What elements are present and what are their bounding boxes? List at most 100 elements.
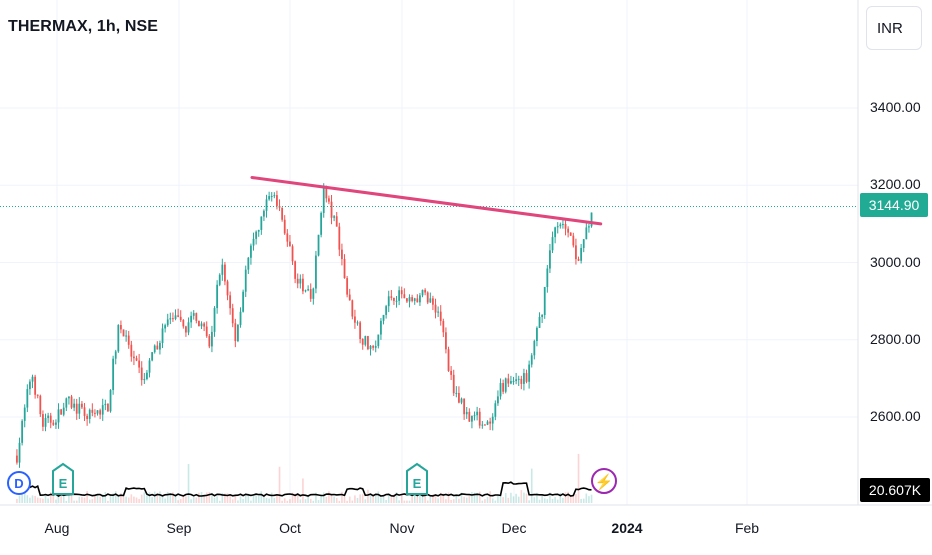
volume-bar <box>117 494 120 503</box>
trendline[interactable] <box>250 176 603 226</box>
volume-bar <box>491 498 494 503</box>
volume-bar <box>556 499 559 503</box>
volume-bar <box>216 496 218 503</box>
volume-bar <box>140 494 143 503</box>
candle-body <box>413 298 416 301</box>
candle-body <box>309 289 312 299</box>
candle-body <box>250 245 252 258</box>
candle-body <box>395 300 398 302</box>
currency-button[interactable]: INR <box>866 6 922 50</box>
candle-body <box>554 227 557 238</box>
candle-body <box>515 379 518 382</box>
candle-body <box>192 313 195 316</box>
candle-body <box>62 407 65 415</box>
candle-body <box>536 327 538 342</box>
candle-body <box>468 411 471 422</box>
dividend-marker[interactable]: D <box>7 471 31 495</box>
candle-body <box>96 410 99 414</box>
volume-bar <box>127 497 130 503</box>
volume-bar <box>86 491 88 503</box>
volume-bar <box>307 496 309 503</box>
candle-body <box>281 207 284 220</box>
candle-body <box>333 216 336 218</box>
currency-label: INR <box>877 20 903 37</box>
volume-bar <box>442 493 445 503</box>
lightning-icon: ⚡ <box>595 473 614 491</box>
candle-body <box>315 255 317 289</box>
candle-body <box>471 415 473 422</box>
candle-body <box>588 226 590 228</box>
candle-body <box>26 389 29 408</box>
volume-bar <box>395 492 398 503</box>
candle-body <box>159 342 161 350</box>
candle-body <box>429 298 432 303</box>
time-axis[interactable]: Aug Sep Oct Nov Dec 2024 Feb <box>45 520 760 536</box>
candle-body <box>263 210 265 217</box>
candle-body <box>494 403 497 417</box>
volume-bar <box>94 495 96 503</box>
x-tick-label: Nov <box>390 520 415 536</box>
volume-bar <box>580 498 582 503</box>
volume-bar <box>34 495 36 503</box>
candle-body <box>52 422 55 425</box>
volume-bar <box>343 496 346 503</box>
volume-bar <box>499 496 502 503</box>
volume-bar <box>590 494 593 503</box>
volume-bar <box>166 491 169 503</box>
volume-bar <box>96 495 99 503</box>
candle-body <box>499 383 502 397</box>
candle-body <box>78 403 81 414</box>
volume-bar <box>133 496 135 503</box>
candle-body <box>497 396 499 404</box>
earnings-marker[interactable]: E <box>406 462 428 495</box>
volume-bar <box>515 493 517 503</box>
candle-body <box>546 268 549 288</box>
volume-bar <box>385 499 387 503</box>
candle-body <box>117 325 120 352</box>
volume-bar <box>88 499 91 503</box>
earnings-marker-letter: E <box>59 476 68 491</box>
x-tick-label: Dec <box>502 520 527 536</box>
candle-body <box>156 345 159 350</box>
volume-bar <box>78 496 81 503</box>
candle-body <box>146 372 148 380</box>
volume-bar <box>403 500 406 503</box>
symbol-title[interactable]: THERMAX, 1h, NSE <box>8 18 159 35</box>
candle-body <box>39 395 42 415</box>
candle-body <box>169 318 172 320</box>
candle-body <box>224 264 226 282</box>
volume-bar <box>484 499 486 503</box>
candle-body <box>216 284 219 309</box>
candle-body <box>445 332 447 350</box>
candle-body <box>372 345 375 348</box>
volume-bar <box>406 500 408 503</box>
candle-body <box>322 188 325 213</box>
volume-bar <box>421 495 424 503</box>
candle-body <box>382 314 385 321</box>
volume-bar <box>413 491 416 503</box>
candle-body <box>195 313 198 321</box>
candle-body <box>213 308 216 332</box>
candle-body <box>486 421 489 425</box>
candle-body <box>426 292 429 303</box>
event-markers[interactable]: D E E ⚡ <box>7 462 617 495</box>
candle-body <box>491 416 494 424</box>
volume-bar <box>502 497 504 503</box>
candle-body <box>91 409 94 413</box>
volume-bar <box>130 494 133 503</box>
candle-body <box>520 378 523 384</box>
volume-bar <box>588 496 590 503</box>
lightning-marker[interactable]: ⚡ <box>591 468 617 494</box>
earnings-marker[interactable]: E <box>52 462 74 495</box>
volume-bar <box>109 494 112 503</box>
candle-body <box>83 407 86 416</box>
candle-body <box>543 287 546 315</box>
volume-bar <box>192 497 195 503</box>
volume-bar <box>278 466 281 503</box>
price-scale[interactable]: 3400.00 3200.00 3000.00 2800.00 2600.00 <box>870 99 921 424</box>
volume-bar <box>328 491 330 503</box>
candle-body <box>55 422 57 425</box>
candle-body <box>330 201 333 218</box>
